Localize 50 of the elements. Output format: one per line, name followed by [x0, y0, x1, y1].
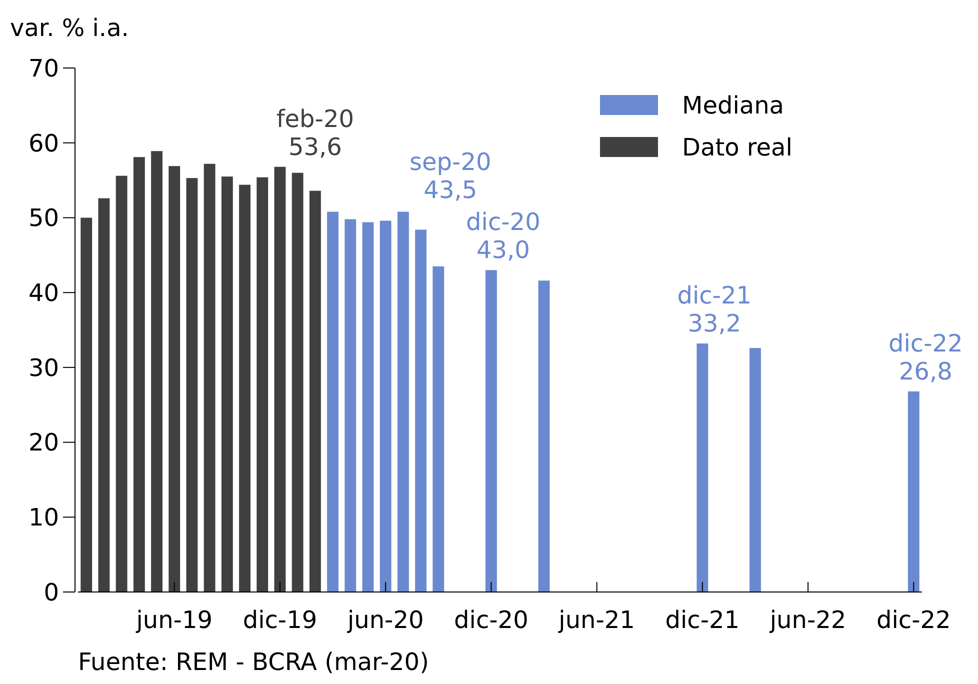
bar	[256, 177, 268, 592]
x-tick-label: jun-21	[558, 606, 635, 634]
y-tick-label: 70	[28, 54, 59, 82]
data-label: dic-21 33,2	[677, 281, 752, 338]
bar	[750, 348, 761, 592]
bar	[380, 220, 392, 592]
x-tick-label: dic-19	[242, 606, 318, 634]
y-tick-label: 30	[28, 354, 59, 382]
bar	[133, 157, 145, 592]
y-tick-label: 40	[28, 278, 59, 307]
data-label: dic-22 26,8	[888, 329, 963, 386]
y-tick-label: 0	[44, 578, 59, 606]
y-tick-label: 60	[28, 129, 59, 158]
bar	[309, 190, 321, 592]
bar	[908, 391, 920, 592]
legend-label: Mediana	[682, 91, 784, 120]
data-label: dic-20 43,0	[466, 208, 540, 264]
bar	[98, 198, 110, 592]
y-tick-label: 20	[28, 428, 59, 457]
x-tick-label: jun-22	[768, 606, 846, 634]
bar	[292, 172, 304, 592]
bar	[696, 343, 708, 592]
source-note: Fuente: REM - BCRA (mar-20)	[78, 648, 429, 676]
x-tick-label: jun-20	[346, 606, 424, 634]
bar	[362, 222, 374, 592]
bar	[432, 266, 444, 592]
bar	[344, 219, 356, 592]
bar	[274, 166, 286, 592]
x-tick-label: jun-19	[135, 606, 213, 634]
bar	[397, 212, 409, 592]
x-tick-label: dic-20	[454, 606, 528, 634]
bar	[221, 176, 233, 592]
bar	[485, 270, 497, 592]
x-tick-label: dic-22	[876, 606, 951, 634]
x-tick-label: dic-21	[665, 606, 740, 634]
bar	[538, 280, 550, 592]
y-tick-label: 10	[28, 504, 59, 532]
bar	[80, 218, 92, 592]
y-tick-label: 50	[28, 204, 59, 232]
bar	[186, 178, 198, 592]
bar	[116, 176, 128, 592]
legend-label: Dato real	[682, 133, 792, 162]
bar	[151, 151, 162, 592]
y-axis-title: var. % i.a.	[10, 14, 129, 42]
bar	[168, 166, 180, 592]
bar	[204, 164, 216, 592]
bar	[239, 184, 250, 592]
bar	[327, 212, 339, 592]
bar	[415, 230, 427, 592]
data-label: feb-20 53,6	[276, 104, 354, 161]
